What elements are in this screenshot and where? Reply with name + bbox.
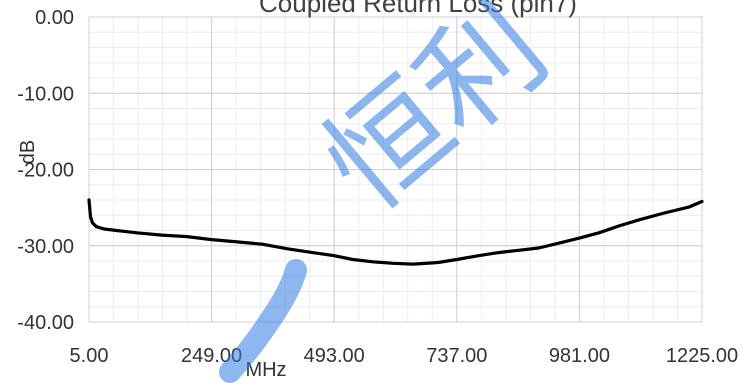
x-axis-title: MHz [245, 359, 286, 381]
x-tick-label: 493.00 [304, 345, 365, 367]
chart-title: Coupled Return Loss (pin7) [259, 0, 577, 18]
x-tick-label: 737.00 [426, 345, 487, 367]
grid [88, 16, 703, 323]
labels: 0.00-10.00-20.00-30.00-40.005.00 249.00 49… [17, 0, 738, 381]
series-layer [87, 198, 704, 266]
y-tick-label: -10.00 [17, 83, 74, 105]
plot-area-border [88, 16, 703, 323]
watermark: 恒利 [219, 0, 572, 383]
y-tick-label: -20.00 [17, 160, 74, 182]
x-tick-label: 5.00 [70, 345, 109, 367]
y-tick-label: -40.00 [17, 312, 74, 334]
x-tick-label: 1225.00 [666, 345, 738, 367]
y-tick-label: 0.00 [35, 7, 74, 29]
x-tick-label: 981.00 [549, 345, 610, 367]
watermark-swoosh [219, 259, 307, 383]
y-axis-title: dB [17, 140, 39, 164]
y-tick-label: -30.00 [17, 236, 74, 258]
watermark-text: 恒利 [299, 0, 572, 237]
axes [88, 16, 703, 323]
series-line [87, 198, 704, 266]
